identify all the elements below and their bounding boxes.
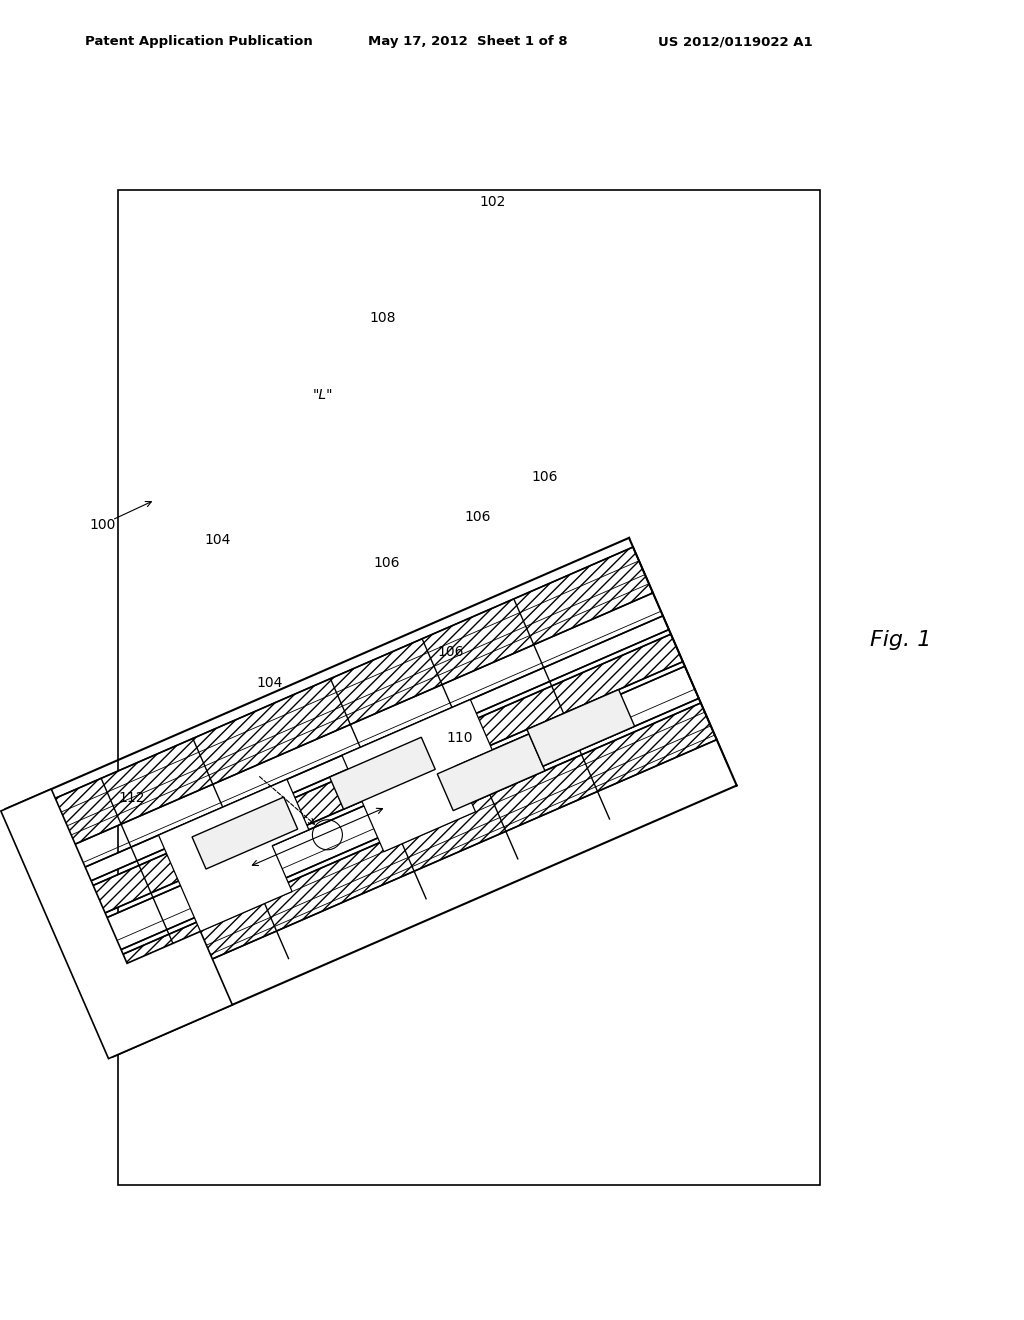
Polygon shape	[61, 667, 698, 969]
Text: 106: 106	[437, 645, 464, 659]
Text: 112: 112	[119, 791, 145, 805]
Polygon shape	[527, 689, 635, 766]
Text: 110: 110	[446, 731, 473, 744]
Polygon shape	[342, 700, 493, 851]
Bar	[118, 190, 820, 1185]
Text: May 17, 2012  Sheet 1 of 8: May 17, 2012 Sheet 1 of 8	[368, 36, 567, 49]
Text: 100: 100	[90, 517, 116, 532]
Text: 106: 106	[374, 556, 400, 570]
Text: 102: 102	[480, 195, 506, 209]
Polygon shape	[47, 634, 683, 933]
Polygon shape	[9, 546, 653, 865]
Text: 106: 106	[531, 470, 558, 484]
Text: 104: 104	[205, 533, 231, 546]
Text: 104: 104	[257, 676, 284, 690]
Text: Fig. 1: Fig. 1	[870, 630, 932, 649]
Text: 108: 108	[370, 312, 396, 325]
Text: US 2012/0119022 A1: US 2012/0119022 A1	[658, 36, 813, 49]
Polygon shape	[193, 797, 298, 869]
Text: 106: 106	[465, 510, 492, 524]
Polygon shape	[437, 734, 545, 810]
Polygon shape	[1, 789, 232, 1059]
Polygon shape	[159, 779, 309, 932]
Polygon shape	[39, 616, 669, 900]
Polygon shape	[330, 738, 435, 809]
Text: Patent Application Publication: Patent Application Publication	[85, 36, 312, 49]
Text: "L": "L"	[312, 388, 333, 403]
Polygon shape	[77, 704, 717, 1011]
